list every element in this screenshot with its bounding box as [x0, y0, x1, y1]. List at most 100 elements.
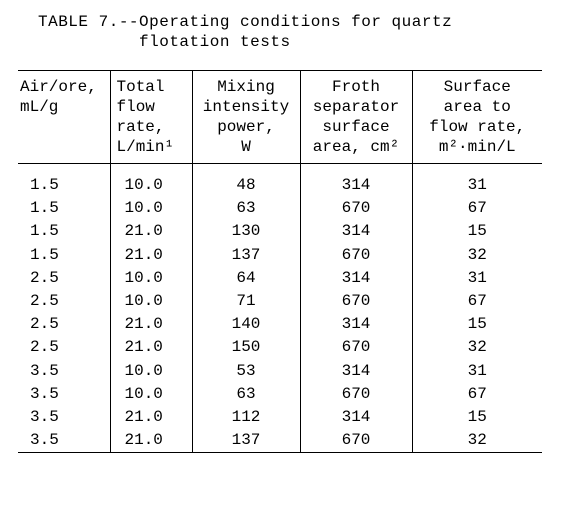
col-header-froth: Froth separator surface area, cm²: [300, 71, 412, 164]
table-row: 3.510.06367067: [18, 383, 542, 406]
caption-line-2: flotation tests: [38, 33, 291, 51]
operating-conditions-table: Air/ore, mL/g Total flow rate, L/min¹ Mi…: [18, 70, 542, 453]
table-row: 3.510.05331431: [18, 360, 542, 383]
table-row: 3.521.013767032: [18, 429, 542, 453]
table-row: 3.521.011231415: [18, 406, 542, 429]
table-cell: 63: [192, 383, 300, 406]
table-cell: 1.5: [18, 244, 110, 267]
table-cell: 32: [412, 429, 542, 453]
table-cell: 10.0: [110, 174, 192, 197]
hdr-text: area to: [444, 98, 511, 116]
table-cell: 3.5: [18, 360, 110, 383]
hdr-text: Surface: [444, 78, 511, 96]
table-cell: 314: [300, 267, 412, 290]
table-cell: 15: [412, 313, 542, 336]
table-cell: 21.0: [110, 220, 192, 243]
hdr-text: area, cm²: [313, 138, 399, 156]
table-cell: 2.5: [18, 267, 110, 290]
table-header-row: Air/ore, mL/g Total flow rate, L/min¹ Mi…: [18, 71, 542, 164]
hdr-text: power,: [217, 118, 275, 136]
table-cell: 2.5: [18, 313, 110, 336]
table-row: 1.521.013031415: [18, 220, 542, 243]
table-cell: 2.5: [18, 290, 110, 313]
table-row: 2.510.06431431: [18, 267, 542, 290]
table-cell: 31: [412, 174, 542, 197]
table-cell: 31: [412, 267, 542, 290]
hdr-text: Total: [117, 78, 165, 96]
table-cell: 32: [412, 336, 542, 359]
table-cell: 32: [412, 244, 542, 267]
table-row: 2.510.07167067: [18, 290, 542, 313]
hdr-text: rate,: [117, 118, 165, 136]
table-cell: 1.5: [18, 197, 110, 220]
table-cell: 670: [300, 383, 412, 406]
table-cell: 67: [412, 197, 542, 220]
table-cell: 670: [300, 336, 412, 359]
col-header-air-ore: Air/ore, mL/g: [18, 71, 110, 164]
table-cell: 67: [412, 290, 542, 313]
hdr-text: Mixing: [217, 78, 275, 96]
caption-line-1: TABLE 7.--Operating conditions for quart…: [38, 13, 452, 31]
table-cell: 3.5: [18, 429, 110, 453]
table-cell: 314: [300, 174, 412, 197]
hdr-text: flow: [117, 98, 155, 116]
table-cell: 112: [192, 406, 300, 429]
hdr-text: separator: [313, 98, 399, 116]
table-cell: 10.0: [110, 383, 192, 406]
table-cell: 63: [192, 197, 300, 220]
table-cell: 10.0: [110, 197, 192, 220]
hdr-text: Air/ore,: [20, 78, 97, 96]
table-cell: 3.5: [18, 383, 110, 406]
table-row: 1.510.06367067: [18, 197, 542, 220]
table-cell: 140: [192, 313, 300, 336]
table-caption: TABLE 7.--Operating conditions for quart…: [38, 12, 544, 52]
table-row: 2.521.014031415: [18, 313, 542, 336]
table-cell: 21.0: [110, 406, 192, 429]
table-cell: 21.0: [110, 313, 192, 336]
table-cell: 71: [192, 290, 300, 313]
table-cell: 670: [300, 429, 412, 453]
table-row: 1.521.013767032: [18, 244, 542, 267]
table-cell: 53: [192, 360, 300, 383]
col-header-surface-ratio: Surface area to flow rate, m²·min/L: [412, 71, 542, 164]
table-body: 1.510.048314311.510.063670671.521.013031…: [18, 174, 542, 453]
table-cell: 10.0: [110, 290, 192, 313]
table-cell: 314: [300, 313, 412, 336]
table-cell: 670: [300, 197, 412, 220]
table-cell: 21.0: [110, 244, 192, 267]
table-cell: 48: [192, 174, 300, 197]
table-cell: 67: [412, 383, 542, 406]
table-cell: 314: [300, 220, 412, 243]
table-cell: 314: [300, 360, 412, 383]
table-cell: 10.0: [110, 360, 192, 383]
hdr-text: mL/g: [20, 98, 58, 116]
table-cell: 670: [300, 244, 412, 267]
table-cell: 137: [192, 429, 300, 453]
hdr-text: L/min¹: [117, 138, 175, 156]
table-cell: 10.0: [110, 267, 192, 290]
table-row: 2.521.015067032: [18, 336, 542, 359]
table-cell: 21.0: [110, 336, 192, 359]
table-row: 1.510.04831431: [18, 174, 542, 197]
table-cell: 137: [192, 244, 300, 267]
hdr-text: intensity: [203, 98, 289, 116]
table-cell: 3.5: [18, 406, 110, 429]
table-cell: 15: [412, 406, 542, 429]
table-cell: 1.5: [18, 174, 110, 197]
hdr-text: flow rate,: [429, 118, 525, 136]
table-cell: 130: [192, 220, 300, 243]
table-cell: 64: [192, 267, 300, 290]
table-cell: 15: [412, 220, 542, 243]
hdr-text: m²·min/L: [439, 138, 516, 156]
hdr-text: W: [241, 138, 251, 156]
hdr-text: Froth: [332, 78, 380, 96]
col-header-mixing: Mixing intensity power, W: [192, 71, 300, 164]
table-cell: 1.5: [18, 220, 110, 243]
hdr-text: surface: [322, 118, 389, 136]
table-cell: 314: [300, 406, 412, 429]
table-cell: 31: [412, 360, 542, 383]
table-cell: 2.5: [18, 336, 110, 359]
table-cell: 150: [192, 336, 300, 359]
table-cell: 670: [300, 290, 412, 313]
table-cell: 21.0: [110, 429, 192, 453]
